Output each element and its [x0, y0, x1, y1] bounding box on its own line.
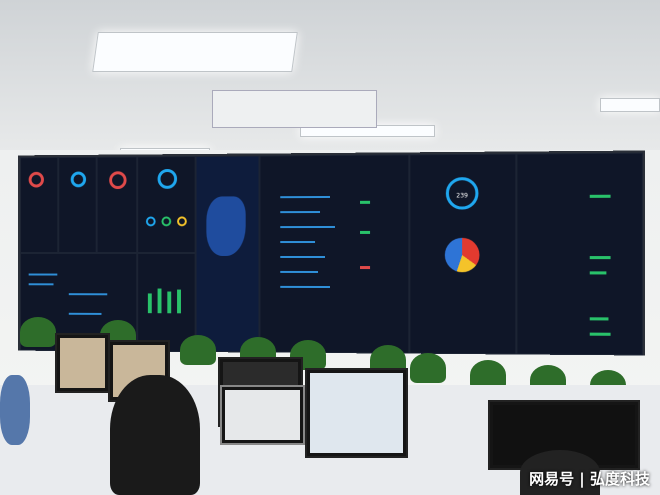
panel: [137, 155, 196, 253]
person: [110, 375, 200, 495]
gauge-value: 239: [456, 192, 468, 200]
monitor: [305, 368, 408, 458]
pie-chart: [444, 237, 480, 273]
laptop: [220, 385, 305, 445]
monitor: [55, 333, 110, 393]
panel: [20, 157, 59, 253]
ceiling-light: [92, 32, 298, 72]
person: [520, 450, 600, 495]
air-conditioner-vent: [212, 90, 377, 128]
panel: [96, 156, 138, 253]
panel: [58, 156, 97, 253]
ceiling-light: [600, 98, 660, 112]
watermark: 网易号 | 弘度科技: [529, 470, 650, 488]
person: [0, 375, 30, 445]
